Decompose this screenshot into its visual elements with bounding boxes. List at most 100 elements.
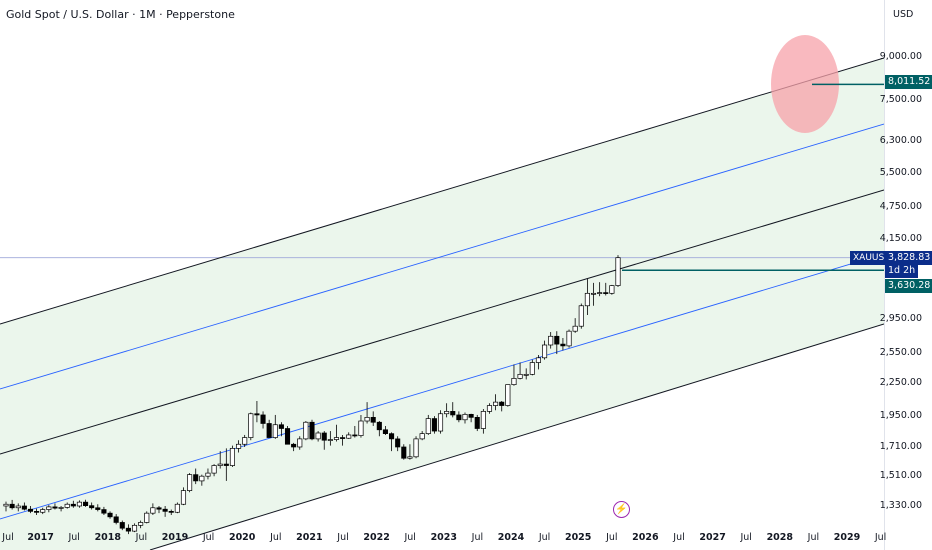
plot-area[interactable] (0, 0, 884, 550)
price-tick-label: 2,250.00 (879, 376, 922, 388)
candle-down (119, 522, 125, 529)
candle-up (566, 330, 572, 347)
candle-up (535, 357, 541, 363)
candle-up (523, 373, 529, 376)
candle-up (40, 509, 46, 513)
time-tick-year: 2029 (833, 532, 861, 543)
candle-up (242, 437, 248, 445)
candle-down (95, 507, 101, 510)
price-tick-label: 6,300.00 (879, 134, 922, 146)
candle-up (64, 503, 70, 508)
time-tick-month: Jul (270, 532, 282, 543)
candle-up (211, 465, 217, 474)
channel-upper-mid-line (0, 123, 884, 390)
candle-up (529, 362, 535, 375)
candle-down (395, 438, 401, 448)
candle-up (444, 411, 450, 415)
candle-up (138, 522, 144, 526)
time-tick-month: Jul (673, 532, 685, 543)
candle-up (187, 474, 193, 491)
candle-down (162, 508, 168, 512)
candle-down (468, 413, 474, 418)
candle-down (52, 506, 58, 509)
candle-up (413, 438, 419, 458)
time-tick-month: Jul (606, 532, 618, 543)
time-tick-month: Jul (135, 532, 148, 543)
candle-up (346, 434, 352, 439)
candle-up (511, 378, 517, 385)
candle-up (486, 405, 493, 412)
time-tick-month: Jul (68, 532, 80, 543)
candle-up (303, 421, 309, 440)
candle-up (333, 437, 340, 440)
candle-down (603, 292, 609, 294)
candle-up (144, 512, 150, 523)
candle-up (517, 373, 523, 379)
candle-down (156, 507, 162, 510)
lightning-bolt-icon[interactable]: ⚡ (613, 501, 630, 518)
candle-up (425, 418, 431, 434)
candle-down (83, 501, 89, 506)
candle-up (236, 443, 242, 449)
candle-down (352, 434, 358, 437)
level-price-badge: 3,630.28 (885, 279, 932, 293)
candle-up (297, 438, 303, 448)
price-tick-label: 9,000.00 (879, 51, 922, 62)
candle-up (480, 411, 486, 429)
candle-down (27, 508, 34, 512)
time-tick-month: Jul (740, 532, 752, 543)
candle-down (168, 511, 174, 513)
time-tick-year: 2017 (27, 532, 54, 543)
candle-down (89, 505, 95, 509)
time-tick-year: 2018 (94, 532, 122, 543)
currency-label[interactable]: USD (893, 9, 914, 20)
time-tick-year: 2020 (228, 532, 256, 543)
candle-down (254, 413, 260, 416)
candle-up (272, 424, 278, 438)
candle-up (572, 325, 578, 332)
candle-up (609, 285, 615, 294)
candle-up (615, 257, 621, 286)
time-tick-year: 2021 (296, 532, 323, 543)
channel-upper-line (0, 57, 884, 325)
candle-up (46, 506, 52, 510)
candle-down (474, 417, 480, 429)
candle-down (389, 433, 395, 440)
time-tick-year: 2026 (632, 532, 659, 543)
candle-up (327, 439, 333, 441)
candle-up (315, 432, 321, 440)
candle-down (101, 509, 107, 514)
candle-up (205, 472, 211, 477)
candle-down (499, 401, 505, 406)
time-tick-month: Jul (404, 532, 416, 543)
candle-down (21, 505, 27, 510)
time-tick-year: 2022 (363, 532, 390, 543)
candle-down (309, 421, 315, 440)
candle-up (248, 413, 254, 438)
candle-down (554, 335, 560, 345)
price-tick-label: 2,950.00 (879, 312, 922, 324)
candle-down (291, 443, 297, 448)
price-tick-label: 1,510.00 (879, 470, 922, 482)
candle-down (107, 512, 113, 518)
time-tick-year: 2023 (430, 532, 458, 543)
price-tick-label: 5,500.00 (879, 166, 922, 178)
candle-up (584, 292, 590, 307)
time-tick-year: 2019 (161, 532, 189, 543)
candle-down (382, 429, 388, 434)
channel-lower-mid-line (0, 253, 884, 520)
candle-up (462, 413, 468, 421)
ticker-badge: XAUUSD (850, 251, 895, 265)
time-tick-month: Jul (471, 532, 484, 543)
channel-lower-line (149, 323, 884, 550)
candle-down (9, 503, 15, 509)
candle-down (278, 424, 284, 429)
candle-down (560, 343, 566, 347)
candle-down (401, 446, 407, 459)
candle-down (34, 511, 40, 513)
candle-up (407, 456, 413, 459)
candle-up (174, 503, 180, 513)
candle-down (260, 414, 266, 424)
candle-up (180, 490, 187, 505)
